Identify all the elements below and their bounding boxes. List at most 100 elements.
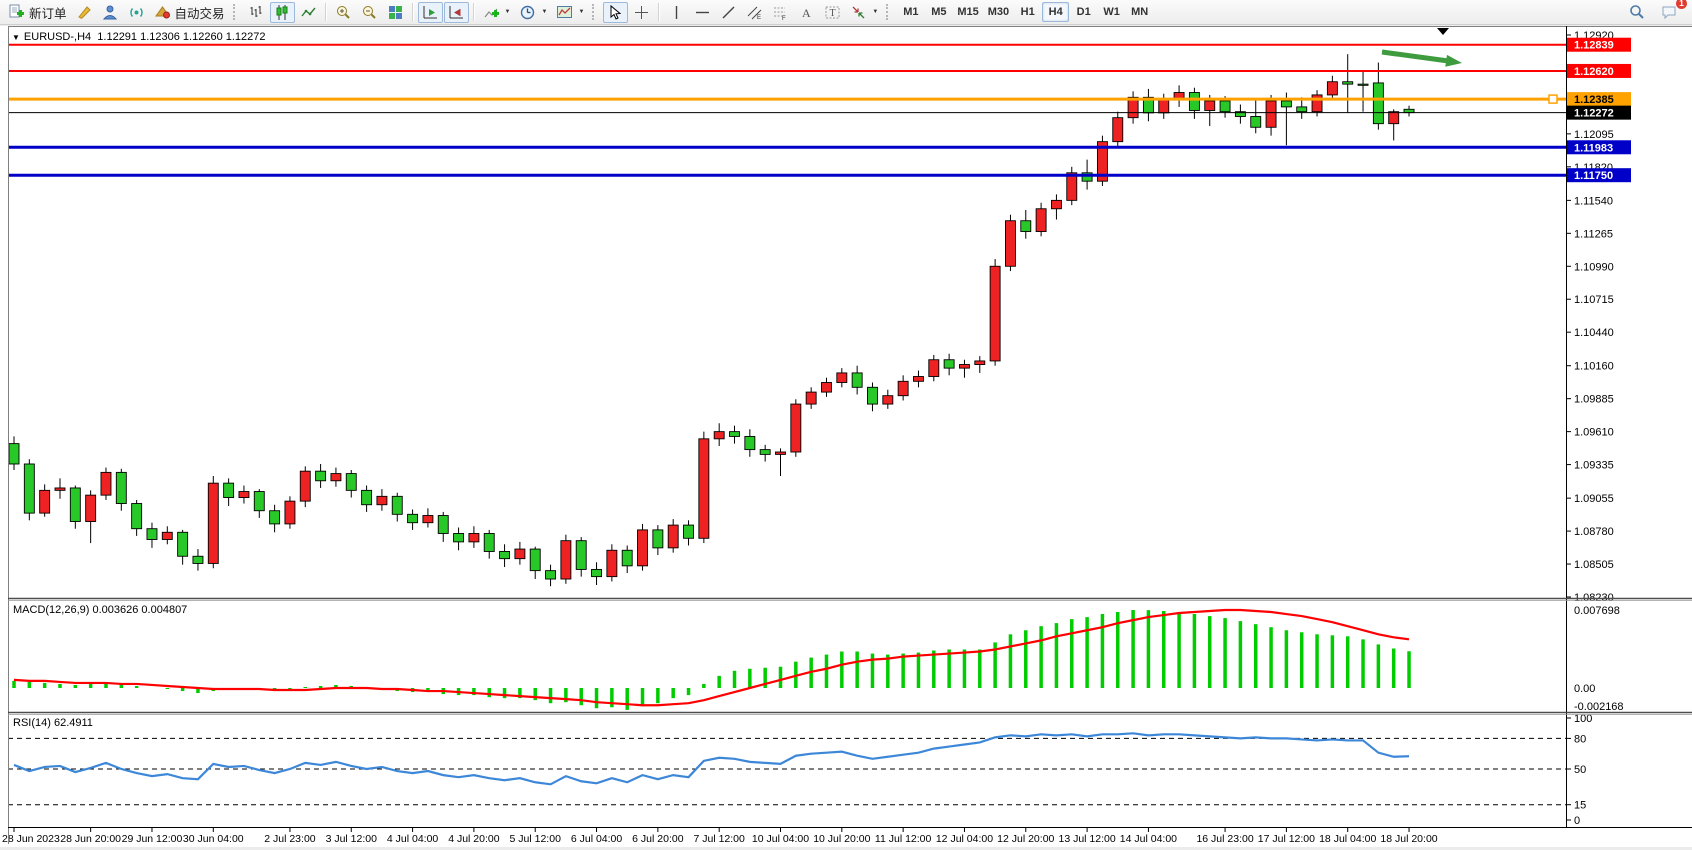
zoom-in-button[interactable] [331, 2, 356, 23]
price-label-box [1567, 92, 1631, 107]
timeframe-m5-button[interactable]: M5 [925, 2, 952, 22]
community-button[interactable] [98, 2, 123, 23]
quill-icon [77, 5, 91, 19]
tile-windows-button[interactable] [383, 2, 408, 23]
candle-body [1311, 94, 1323, 113]
price-line-label: 1.12620 [1567, 63, 1631, 78]
toolbar-grip[interactable] [592, 4, 598, 20]
macd-axis-label: -0.002168 [1574, 701, 1624, 713]
timeframe-d1-button[interactable]: D1 [1070, 2, 1097, 22]
candle-body [453, 533, 465, 543]
time-axis-label: 12 Jul 04:00 [936, 833, 993, 845]
line-chart-icon [300, 7, 316, 16]
line-chart-button[interactable] [296, 2, 321, 23]
signals-button[interactable] [124, 2, 149, 23]
text-label-icon: T [825, 6, 840, 19]
price-line-label: 1.12385 [1567, 92, 1631, 107]
candle-body [851, 372, 863, 388]
rsi-axis-label: 50 [1574, 764, 1586, 776]
candle-body [560, 540, 572, 580]
periods-button[interactable]: ▼ [515, 2, 551, 23]
time-axis-label: 3 Jul 12:00 [326, 833, 378, 845]
candle-body [161, 531, 173, 540]
candle-body [1096, 141, 1108, 182]
candle-body [1188, 92, 1200, 111]
crosshair-button[interactable] [629, 2, 654, 23]
text-icon: A [802, 6, 811, 20]
candle-body [729, 431, 740, 437]
vertical-line-button[interactable] [664, 2, 689, 23]
zoom-out-button[interactable] [357, 2, 382, 23]
main-toolbar: 新订单 自动交易 ▼ ▼ [0, 0, 1692, 25]
candle-body [238, 491, 250, 498]
candle-body [1265, 100, 1277, 128]
indicators-button[interactable]: ▼ [479, 2, 515, 23]
horizontal-line-button[interactable] [690, 2, 715, 23]
toolbar-grip[interactable] [886, 4, 892, 20]
candlestick-chart-button[interactable] [269, 1, 295, 23]
candle-body [1234, 111, 1246, 117]
new-order-label: 新订单 [29, 6, 67, 21]
timeframe-h1-button[interactable]: H1 [1014, 2, 1041, 22]
time-axis-label: 7 Jul 12:00 [693, 833, 745, 845]
text-button[interactable]: A [794, 2, 819, 23]
bar-chart-button[interactable] [244, 2, 269, 23]
candle-body [85, 494, 97, 522]
candle-body [1372, 82, 1384, 125]
timeframe-h4-button[interactable]: H4 [1042, 2, 1070, 22]
candle-body [23, 463, 35, 514]
toolbar-grip[interactable] [232, 4, 239, 20]
candle-body [1050, 199, 1062, 210]
macd-signal-line [13, 608, 1410, 707]
candle-body [1112, 117, 1124, 143]
candle-body [1250, 116, 1262, 128]
chart-shift-button[interactable] [443, 1, 469, 23]
candle-body [39, 489, 51, 514]
metaeditor-button[interactable] [72, 2, 97, 23]
horizontal-lines [8, 43, 1566, 177]
price-label-box [1567, 140, 1631, 155]
timeframe-m30-button[interactable]: M30 [984, 2, 1013, 22]
candle-body [821, 382, 832, 393]
new-order-button[interactable]: 新订单 [4, 2, 71, 23]
chevron-down-icon: ▼ [504, 9, 511, 15]
auto-scroll-button[interactable] [417, 1, 443, 23]
templates-button[interactable]: ▼ [552, 2, 588, 23]
candle-body [284, 500, 296, 525]
timeframe-m1-button[interactable]: M1 [897, 2, 924, 22]
autotrading-button[interactable]: 自动交易 [150, 2, 229, 23]
candle-body [667, 524, 679, 549]
zoom-out-icon [362, 5, 376, 19]
timeframe-mn-button[interactable]: MN [1126, 2, 1153, 22]
candle-body [253, 491, 265, 512]
candle-body [299, 470, 311, 502]
candle-body [269, 510, 281, 525]
chat-button[interactable]: 1 [1656, 0, 1687, 23]
candle-body [1403, 108, 1415, 114]
candle-body [759, 449, 771, 455]
candle-body [1219, 100, 1231, 113]
cursor-button[interactable] [603, 1, 629, 23]
candle-body [1357, 83, 1369, 86]
channel-button[interactable]: E [742, 2, 767, 23]
search-button[interactable] [1624, 2, 1650, 23]
text-label-button[interactable]: T [820, 2, 845, 23]
trendline-button[interactable] [716, 2, 741, 23]
timeframe-m15-button[interactable]: M15 [953, 2, 982, 22]
time-axis-label: 10 Jul 04:00 [752, 833, 809, 845]
chart-canvas[interactable]: 1.129201.120951.118201.115401.112651.109… [0, 26, 1692, 846]
time-axis-label: 4 Jul 04:00 [387, 833, 439, 845]
price-axis-tick-label: 1.09610 [1574, 427, 1614, 439]
candle-body [575, 540, 587, 570]
price-label-box [1567, 105, 1631, 120]
timeframe-w1-button[interactable]: W1 [1098, 2, 1125, 22]
candle-body [207, 482, 219, 564]
arrows-button[interactable]: ▼ [846, 2, 882, 23]
price-line-label: 1.12272 [1567, 105, 1631, 120]
tile-windows-icon [388, 5, 402, 19]
candle-body [69, 487, 81, 522]
candle-body [683, 524, 694, 539]
fibonacci-button[interactable]: F [768, 2, 793, 23]
candle-body [652, 529, 664, 549]
chart-borders [8, 26, 1692, 844]
